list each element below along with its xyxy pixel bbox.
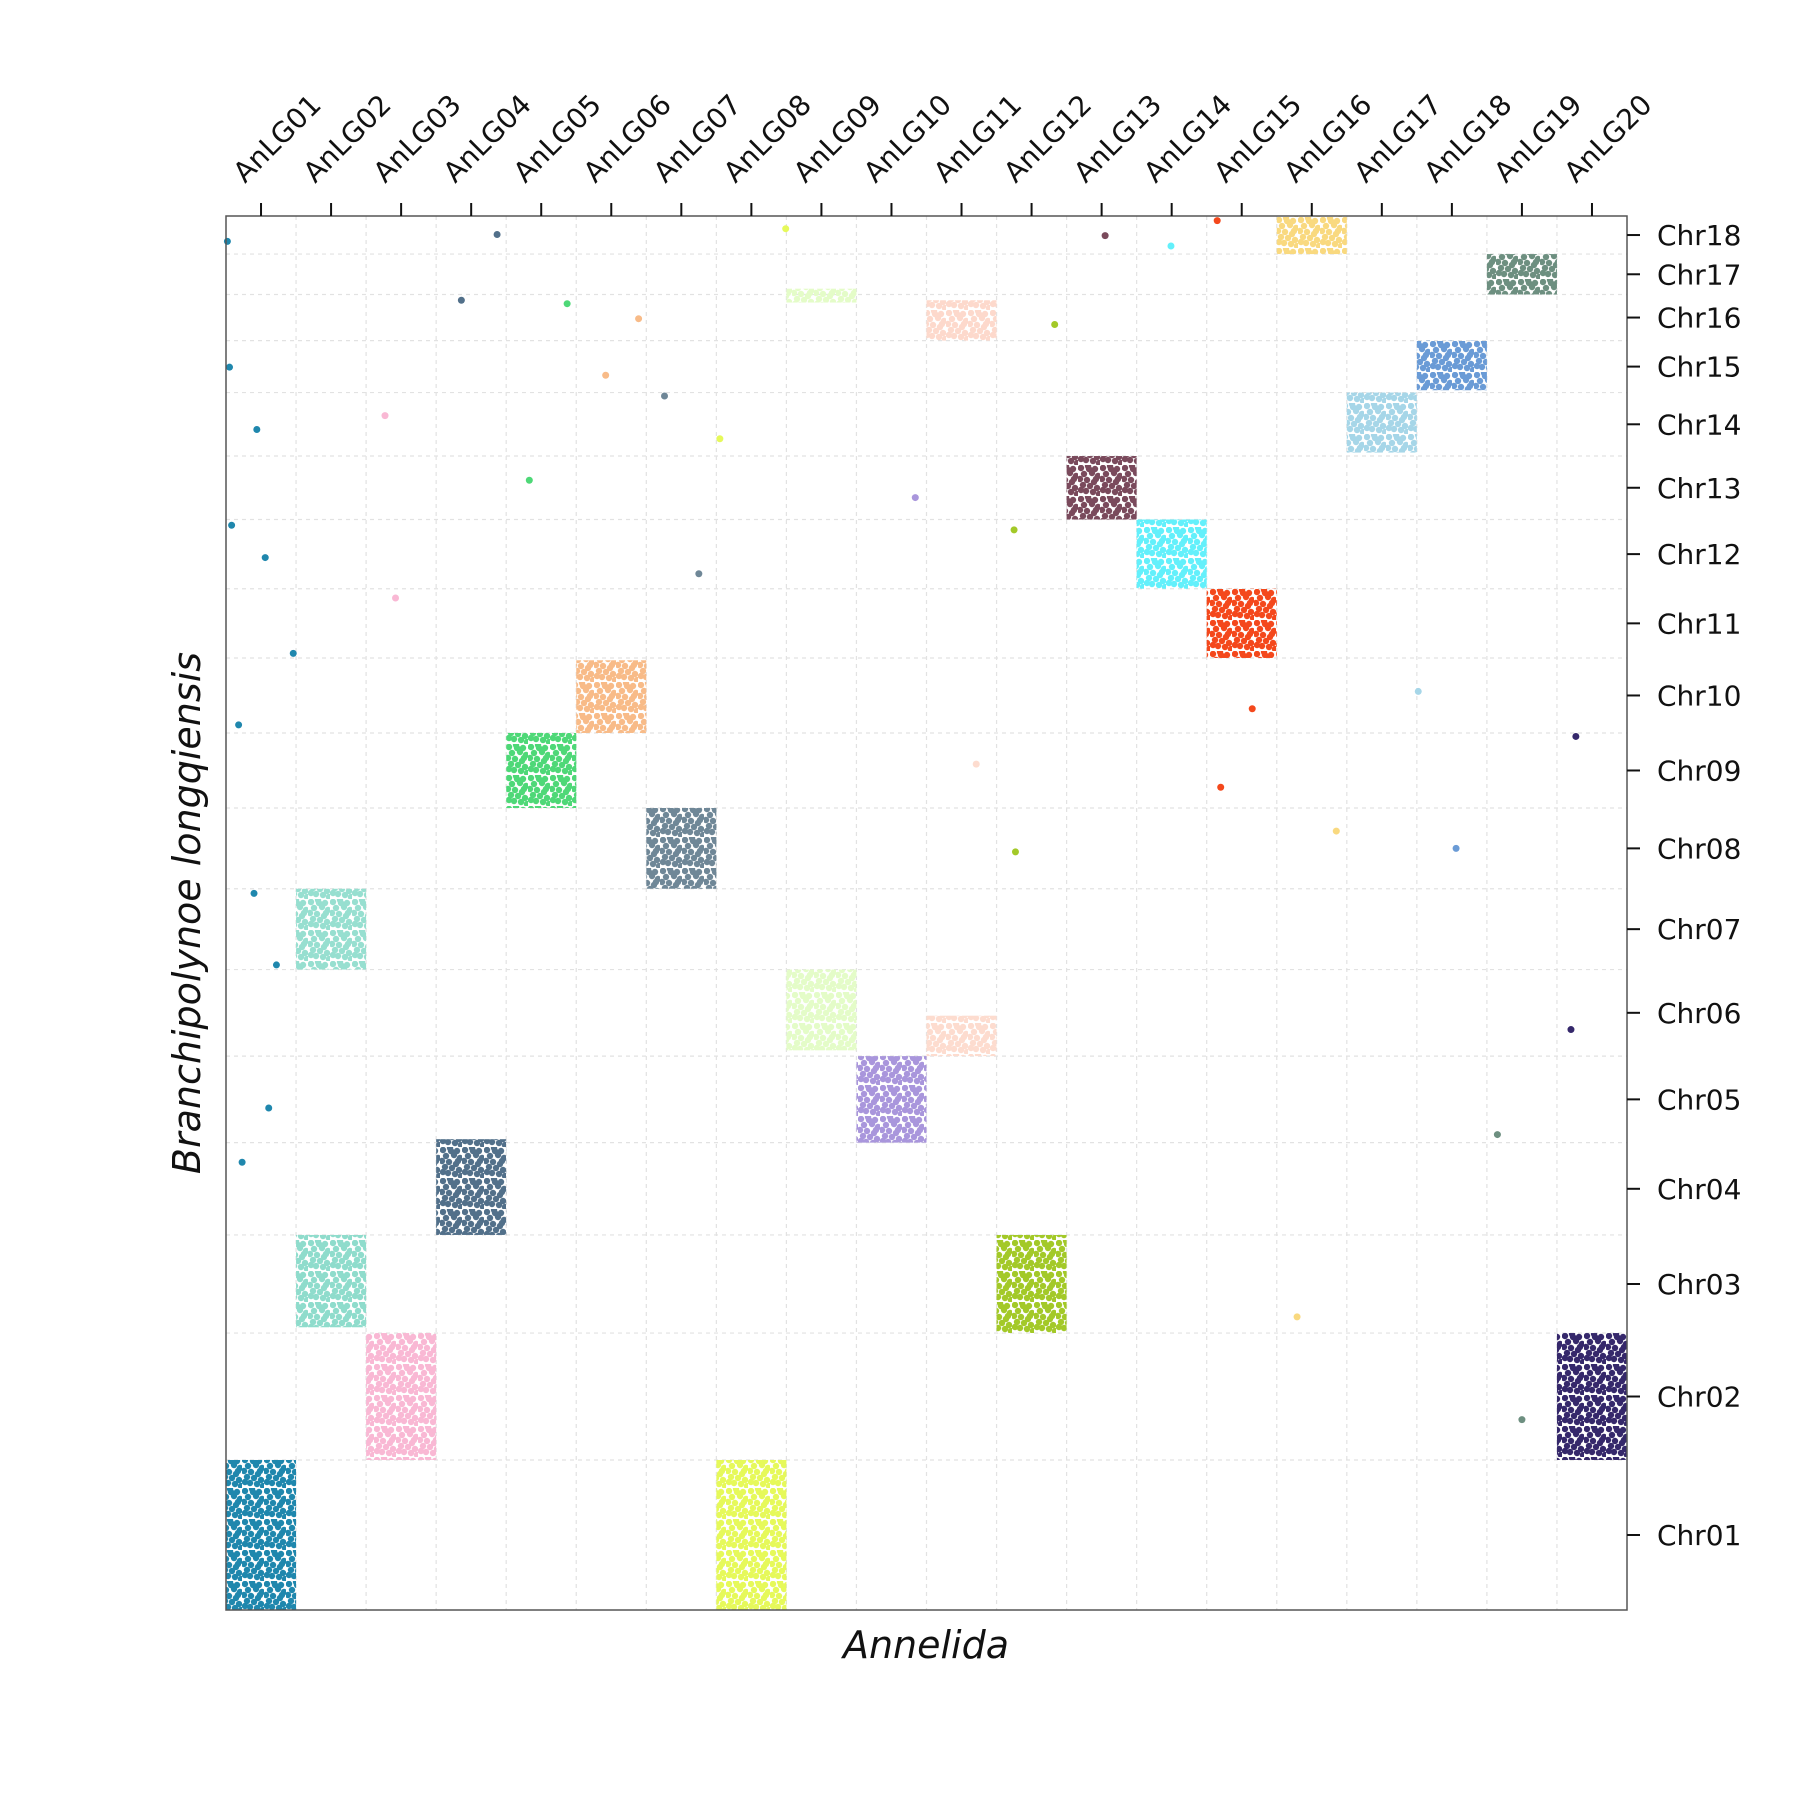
dot (911, 494, 919, 502)
dot (1493, 1131, 1501, 1139)
dot (635, 315, 643, 323)
dot (265, 1104, 273, 1112)
dot-cluster (1276, 216, 1347, 255)
dot (392, 594, 400, 602)
dot (226, 363, 234, 371)
y-tick-label: Chr05 (1657, 1083, 1741, 1116)
dot-cluster (1136, 519, 1207, 589)
dot (250, 889, 258, 897)
y-tick-label: Chr15 (1657, 351, 1741, 384)
dot-cluster (786, 288, 857, 303)
dot-cluster (576, 660, 647, 733)
dot (1010, 526, 1018, 534)
dot-cluster (436, 1139, 507, 1235)
dot (1332, 827, 1340, 835)
dot-cluster (1346, 392, 1417, 453)
dot-cluster (646, 807, 717, 889)
dot-cluster (1486, 254, 1557, 295)
dot (602, 371, 610, 379)
y-axis-title: Branchipolynoe longqiensis (165, 652, 209, 1174)
y-tick-label: Chr04 (1657, 1173, 1741, 1206)
y-tick-label: Chr14 (1657, 408, 1741, 441)
y-tick-label: Chr03 (1657, 1268, 1741, 1301)
dot (1567, 1026, 1575, 1034)
dot (525, 476, 533, 484)
dot-cluster (366, 1333, 437, 1460)
dot (261, 554, 269, 562)
dot (1167, 242, 1175, 250)
dot (1248, 705, 1256, 713)
dot (1452, 844, 1460, 852)
dot (1101, 232, 1109, 240)
y-tick-label: Chr16 (1657, 302, 1741, 335)
dot (1217, 783, 1225, 791)
dot (228, 521, 236, 529)
dot-cluster (1556, 1333, 1627, 1460)
dot-cluster (1066, 456, 1137, 520)
y-tick-label: Chr11 (1657, 607, 1741, 640)
dot-cluster (716, 1459, 787, 1610)
dot (972, 760, 980, 768)
dot (235, 721, 243, 729)
y-tick-label: Chr01 (1657, 1519, 1741, 1552)
dot (289, 649, 297, 657)
dot (563, 300, 571, 308)
y-tick-label: Chr09 (1657, 754, 1741, 787)
dot (782, 225, 790, 233)
dot-cluster (1206, 588, 1277, 658)
dot (223, 237, 231, 245)
y-tick-label: Chr02 (1657, 1381, 1741, 1414)
dot (238, 1158, 246, 1166)
y-tick-label: Chr18 (1657, 219, 1741, 252)
dot (493, 230, 501, 238)
dot-cluster (856, 1056, 927, 1143)
dot (1011, 848, 1019, 856)
dot (253, 425, 261, 433)
dot (661, 392, 669, 400)
dot-cluster (296, 1234, 367, 1328)
dot (1518, 1416, 1526, 1424)
y-tick-label: Chr13 (1657, 472, 1741, 505)
dot (1213, 217, 1221, 225)
y-tick-label: Chr12 (1657, 538, 1741, 571)
dot-cluster (926, 1015, 997, 1057)
dot (272, 961, 280, 969)
dot (1051, 320, 1059, 328)
dot-cluster (926, 300, 997, 341)
dot (457, 296, 465, 304)
dot-cluster (506, 732, 577, 808)
y-tick-label: Chr17 (1657, 258, 1741, 291)
y-tick-label: Chr07 (1657, 913, 1741, 946)
dot (1293, 1313, 1301, 1321)
dot (381, 412, 389, 420)
dot-cluster (1416, 340, 1487, 391)
y-tick-label: Chr06 (1657, 997, 1741, 1030)
dot (716, 435, 724, 443)
x-axis-title: Annelida (840, 1623, 1009, 1667)
dot-cluster (226, 1459, 297, 1610)
dot (1414, 687, 1422, 695)
y-tick-label: Chr10 (1657, 679, 1741, 712)
plot-frame (225, 215, 1628, 1611)
dot-cluster (296, 888, 367, 970)
dot (1572, 732, 1580, 740)
dot (695, 570, 703, 578)
dot-cluster (786, 969, 857, 1051)
dot-cluster (996, 1234, 1067, 1334)
y-tick-label: Chr08 (1657, 832, 1741, 865)
